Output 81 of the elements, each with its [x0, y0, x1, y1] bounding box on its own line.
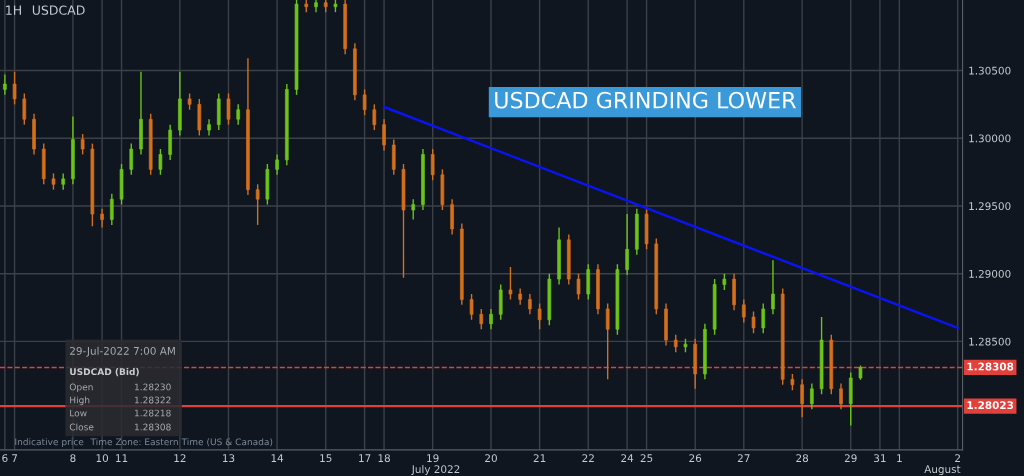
candlestick — [800, 378, 804, 418]
x-tick-label: 17 — [359, 454, 371, 462]
candlestick — [236, 103, 241, 126]
candlestick — [372, 103, 377, 131]
y-tick-label: 1.30000 — [969, 134, 1011, 143]
candlestick — [771, 259, 775, 316]
candlestick — [528, 293, 532, 316]
x-tick-label: 2 — [955, 454, 960, 462]
y-tick-label: 1.29000 — [969, 269, 1011, 278]
ref-line-label: 1.28308 — [967, 362, 1014, 371]
y-tick-label: 1.28500 — [969, 337, 1011, 346]
candlestick — [741, 298, 746, 324]
annotation: 1.28230 — [134, 383, 171, 391]
candlestick — [80, 133, 85, 156]
x-tick-label: 12 — [174, 454, 186, 462]
x-tick-label: 7 — [12, 454, 18, 462]
x-tick-label: 26 — [689, 454, 702, 463]
candlestick — [469, 293, 474, 321]
x-tick-label: 22 — [582, 454, 594, 462]
x-tick-label: 25 — [640, 454, 653, 463]
candlestick — [479, 308, 484, 330]
candlestick — [839, 382, 843, 410]
x-tick-label: 18 — [378, 454, 390, 463]
x-tick-label: 21 — [533, 454, 546, 462]
candlestick — [22, 92, 27, 126]
x-tick-label: 6 — [2, 454, 8, 463]
chart-title: 1H — [6, 5, 21, 15]
candlestick — [761, 302, 766, 334]
annotation: 29-Jul-2022 7:00 AM — [70, 346, 175, 357]
x-tick-label: 11 — [116, 454, 128, 462]
candlestick — [100, 207, 104, 229]
annotation: 1.28308 — [134, 423, 171, 431]
y-tick-label: 1.29500 — [969, 202, 1011, 211]
annotation: Open — [69, 383, 93, 393]
candlestick — [411, 198, 416, 221]
x-tick-label: 15 — [320, 454, 332, 463]
chart-subtitle: USDCAD — [32, 5, 85, 15]
annotation: Close — [69, 423, 94, 431]
candlestick — [382, 118, 386, 152]
x-tick-label: 31 — [874, 454, 886, 463]
x-tick-label: 13 — [223, 454, 235, 463]
candlestick — [362, 88, 367, 116]
candlestick — [508, 266, 513, 301]
text: August — [924, 465, 961, 476]
x-tick-label: 14 — [271, 454, 284, 462]
annotation: Time Zone: Eastern Time (US & Canada) — [90, 438, 273, 447]
candlestick — [3, 73, 7, 96]
annotation: Low — [70, 409, 87, 417]
ref-line-label: 1.28023 — [967, 401, 1014, 410]
candlestick — [576, 272, 581, 301]
annotation: USDCAD (Bid) — [70, 368, 139, 377]
x-tick-label: 29 — [844, 454, 857, 463]
x-tick-label: 27 — [737, 454, 750, 462]
x-tick-label: 24 — [621, 454, 634, 462]
x-tick-label: 1 — [897, 454, 902, 462]
text: July 2022 — [411, 465, 460, 476]
x-tick-label: 8 — [70, 454, 76, 463]
x-tick-label: 28 — [796, 454, 809, 463]
y-tick-label: 1.30500 — [969, 66, 1011, 75]
candlestick — [129, 142, 134, 176]
x-tick-label: 19 — [427, 454, 439, 463]
annotation: 1.28322 — [134, 396, 171, 404]
candlestick — [489, 308, 493, 330]
candlestick — [625, 213, 629, 276]
candlestick — [275, 153, 279, 176]
candlestick — [12, 71, 17, 106]
annotation: Indicative price — [15, 438, 84, 447]
candlestick — [751, 310, 756, 334]
candlestick — [110, 193, 114, 226]
candlestick — [430, 148, 435, 181]
candlestick — [255, 183, 260, 226]
candlestick — [605, 302, 610, 381]
candlestick — [158, 148, 163, 176]
x-tick-label: 10 — [96, 454, 109, 463]
annotation: USDCAD GRINDING LOWER — [495, 91, 796, 109]
candlestick — [537, 302, 542, 330]
x-tick-label: 20 — [485, 454, 497, 463]
candlestick — [810, 382, 814, 410]
annotation: 1.28218 — [134, 409, 171, 417]
candlestick — [226, 92, 231, 126]
annotation: High — [70, 396, 90, 406]
